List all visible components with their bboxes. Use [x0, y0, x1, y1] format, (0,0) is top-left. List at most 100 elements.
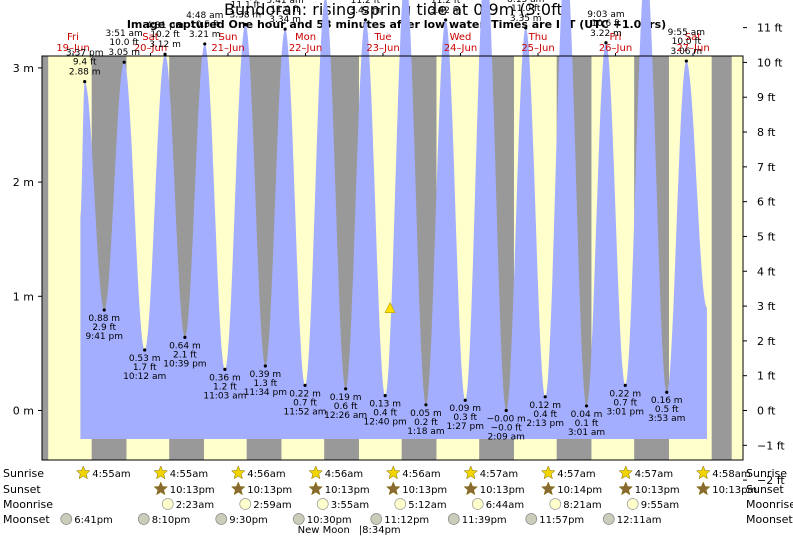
tide-extreme-point: [183, 335, 187, 340]
left-strip: [42, 56, 76, 460]
sunset-time: 10:13pm: [325, 485, 370, 496]
sunrise-icon: [385, 465, 401, 480]
moonset-time: 11:12pm: [384, 515, 429, 526]
moonrise-icon: [239, 498, 252, 510]
moonrise-icon: [626, 498, 639, 510]
row-label-left: Moonset: [3, 513, 50, 526]
high-tide-feet: 9.4 ft: [73, 58, 97, 68]
moonrise-time: 9:55am: [641, 500, 679, 511]
high-tide-metres: 3.12 m: [149, 40, 181, 50]
sunrise-icon: [463, 465, 479, 480]
sunset-icon: [153, 481, 169, 496]
tide-extreme-point: [223, 367, 227, 371]
night-band: [42, 56, 49, 460]
row-label-right: Sunrise: [746, 467, 787, 480]
day-name: Tue: [373, 32, 391, 43]
right-tick-label: 1 ft: [757, 370, 776, 383]
right-tick-label: 5 ft: [757, 230, 776, 243]
high-tide-feet: 11.2 ft: [351, 0, 381, 6]
tide-extreme-point: [684, 59, 688, 63]
moonset-time: 9:30pm: [229, 515, 268, 526]
right-tick-label: 2 ft: [757, 335, 776, 348]
sunrise-time: 4:55am: [92, 469, 130, 480]
moonset-icon: [370, 513, 383, 525]
high-tide-feet: 11.0 ft: [270, 5, 300, 15]
sunset-time: 10:13pm: [635, 485, 680, 496]
day-date: 26–Jun: [599, 43, 632, 54]
low-tide-feet: 0.7 ft: [293, 398, 317, 408]
sunset-icon: [308, 481, 324, 496]
day-name: Thu: [528, 32, 548, 43]
low-tide-feet: 0.7 ft: [613, 398, 637, 408]
left-tick-label: 1 m: [13, 290, 34, 303]
low-tide-metres: 0.13 m: [369, 400, 401, 410]
moonrise-icon: [161, 498, 174, 510]
right-tick-label: −2 ft: [757, 474, 785, 487]
tide-extreme-point: [263, 364, 267, 368]
tide-extreme-point: [243, 22, 247, 27]
day-name: Fri: [67, 32, 79, 43]
high-tide-metres: 3.06 m: [670, 47, 702, 57]
right-tick-label: 10 ft: [757, 56, 783, 69]
sunset-time: 10:13pm: [480, 485, 525, 496]
moonset-time: 11:57pm: [539, 515, 584, 526]
moonrise-time: 5:12am: [408, 500, 446, 511]
high-tide-metres: 3.34 m: [269, 15, 301, 25]
day-date: 27–Jun: [676, 43, 709, 54]
low-tide-metres: 0.36 m: [209, 373, 241, 383]
high-tide-time: 3:37 pm: [66, 49, 104, 59]
low-tide-time: 10:12 am: [123, 372, 166, 382]
low-tide-time: 10:39 pm: [163, 359, 206, 369]
low-tide-feet: 0.4 ft: [533, 410, 557, 420]
high-tide-feet: 11.1 ft: [231, 1, 261, 11]
row-label-right: Moonset: [746, 513, 793, 526]
low-tide-time: 1:27 pm: [446, 422, 484, 432]
moonrise-icon: [316, 498, 329, 510]
low-tide-time: 2:13 pm: [526, 419, 564, 429]
sunset-icon: [540, 481, 556, 496]
tide-extreme-point: [363, 18, 368, 22]
sunrise-icon: [308, 465, 324, 480]
low-tide-time: 11:52 am: [283, 407, 326, 417]
moonset-icon: [447, 513, 460, 525]
day-name: Fri: [610, 32, 622, 43]
row-label-left: Sunset: [3, 483, 41, 496]
moonset-time: 8:10pm: [152, 515, 191, 526]
low-tide-metres: 0.64 m: [169, 341, 201, 351]
high-tide-metres: 3.21 m: [189, 30, 221, 40]
low-tide-time: 1:18 am: [407, 427, 444, 437]
moonset-time: 6:41pm: [74, 515, 113, 526]
sunset-time: 10:13pm: [170, 485, 215, 496]
low-tide-metres: 0.19 m: [330, 393, 362, 403]
high-tide-time: 5:21 pm: [227, 0, 265, 2]
moonrise-time: 6:44am: [486, 500, 524, 511]
plot-frame: [41, 55, 744, 461]
sunset-icon: [230, 481, 246, 496]
right-tick-label: 11 ft: [757, 22, 783, 35]
sunset-icon: [618, 481, 634, 496]
low-tide-time: 9:41 pm: [85, 332, 123, 342]
moonrise-icon: [549, 498, 562, 510]
tide-extreme-point: [283, 27, 287, 31]
high-tide-time: 9:55 am: [668, 28, 705, 38]
low-tide-metres: 0.12 m: [529, 401, 561, 411]
high-tide-feet: 10.6 ft: [591, 19, 621, 29]
tide-extreme-point: [122, 60, 126, 64]
low-tide-metres: 0.09 m: [449, 404, 481, 414]
low-tide-metres: 0.88 m: [88, 314, 120, 324]
row-label-left: Sunrise: [3, 467, 44, 480]
night-band: [711, 56, 732, 460]
tide-extreme-point: [584, 404, 589, 408]
moonrise-time: 8:21am: [563, 500, 601, 511]
moonset-icon: [292, 513, 305, 525]
low-tide-feet: 0.4 ft: [373, 409, 397, 419]
sunset-icon: [385, 481, 401, 496]
sunrise-icon: [618, 465, 634, 480]
high-tide-feet: 11.2 ft: [431, 0, 461, 6]
tide-extreme-point: [463, 398, 467, 402]
day-name: Sat: [142, 32, 158, 43]
sunrise-time: 4:56am: [402, 469, 440, 480]
new-moon-label: New Moon: [298, 525, 350, 536]
new-moon-time: |8:34pm: [359, 525, 401, 536]
